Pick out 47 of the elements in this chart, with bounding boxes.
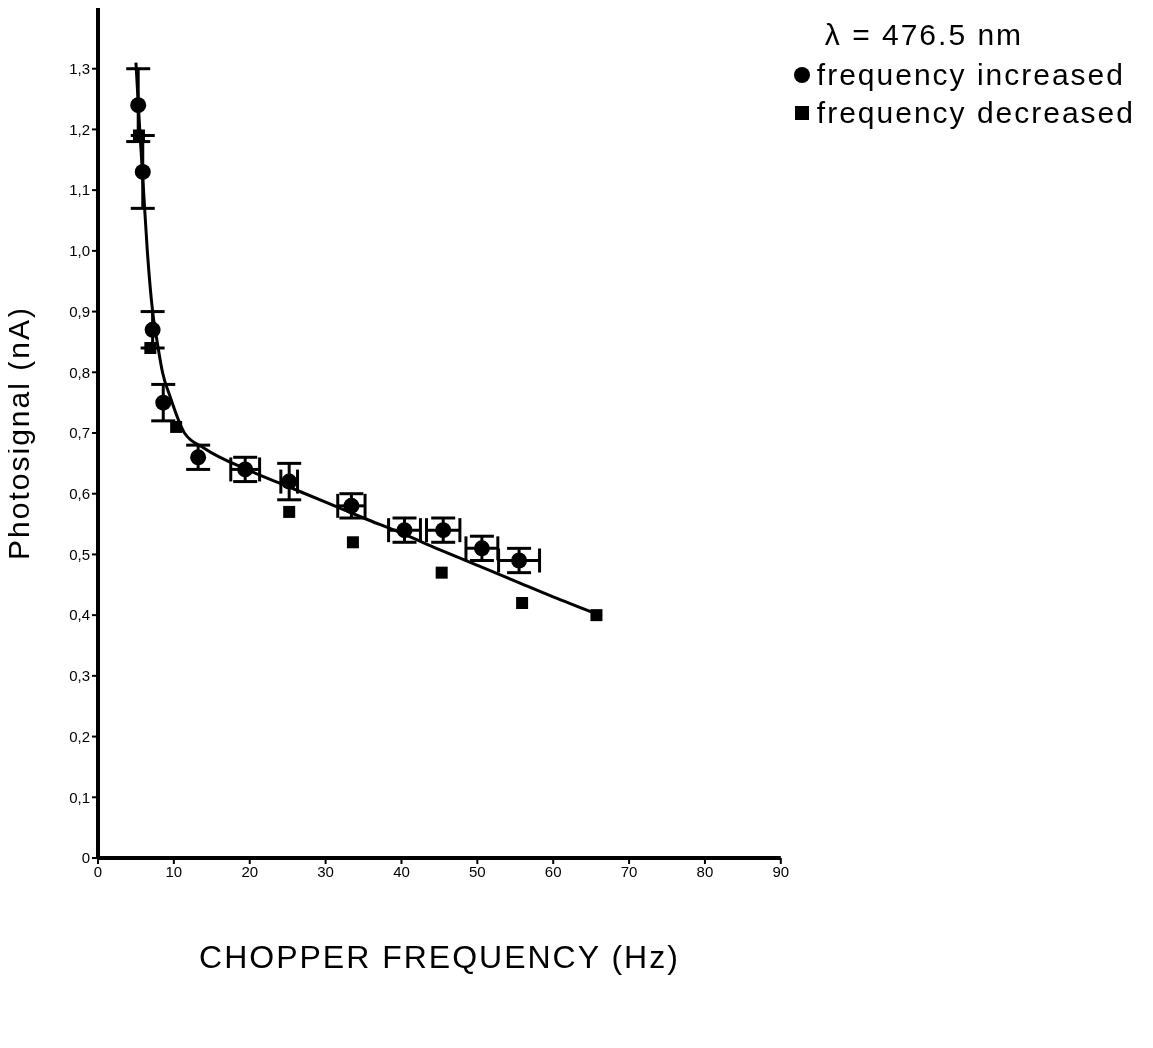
y-tick-label: 0,2 bbox=[69, 727, 90, 745]
point bbox=[346, 536, 359, 549]
y-tick-label: 1,3 bbox=[69, 60, 90, 78]
point bbox=[130, 97, 147, 114]
point bbox=[190, 449, 207, 466]
legend-label: frequency increased bbox=[816, 58, 1125, 92]
y-tick-label: 0,4 bbox=[69, 606, 90, 624]
y-tick-label: 0,7 bbox=[69, 424, 90, 442]
point bbox=[144, 342, 157, 354]
point bbox=[473, 540, 490, 557]
y-tick-label: 1,1 bbox=[69, 181, 90, 199]
point bbox=[343, 497, 360, 514]
x-tick-label: 90 bbox=[772, 862, 790, 880]
y-tick-label: 1,2 bbox=[69, 120, 90, 138]
point bbox=[516, 597, 529, 609]
y-tick-label: 0,1 bbox=[69, 788, 90, 806]
x-tick-label: 20 bbox=[241, 862, 259, 880]
point bbox=[511, 552, 528, 569]
y-tick-label: 0,8 bbox=[69, 363, 90, 381]
point bbox=[144, 321, 161, 338]
x-tick-label: 10 bbox=[165, 862, 183, 880]
y-tick-label: 0,3 bbox=[69, 667, 90, 685]
point bbox=[590, 609, 603, 622]
point bbox=[134, 163, 151, 180]
x-tick-label: 70 bbox=[620, 862, 638, 880]
x-axis-title: CHOPPER FREQUENCY (Hz) bbox=[199, 939, 680, 975]
point bbox=[170, 420, 183, 433]
x-tick-label: 30 bbox=[317, 862, 334, 880]
point bbox=[283, 505, 296, 518]
point bbox=[435, 566, 448, 579]
y-tick-label: 0,9 bbox=[69, 302, 90, 320]
x-tick-label: 50 bbox=[469, 862, 486, 880]
x-tick-label: 0 bbox=[93, 862, 103, 880]
point bbox=[237, 461, 254, 478]
point bbox=[155, 394, 172, 411]
point bbox=[396, 522, 413, 539]
legend-label: frequency decreased bbox=[816, 96, 1135, 130]
point bbox=[435, 522, 452, 539]
text: λ = 476.5 nm bbox=[823, 18, 1025, 52]
y-tick-label: 0,6 bbox=[69, 485, 90, 503]
point bbox=[132, 129, 145, 142]
y-tick-label: 0 bbox=[81, 849, 90, 867]
x-tick-label: 60 bbox=[544, 862, 562, 880]
y-tick-label: 1,0 bbox=[69, 242, 90, 260]
y-tick-label: 0,5 bbox=[69, 545, 90, 563]
x-tick-label: 40 bbox=[393, 862, 410, 880]
x-tick-label: 80 bbox=[696, 862, 714, 880]
